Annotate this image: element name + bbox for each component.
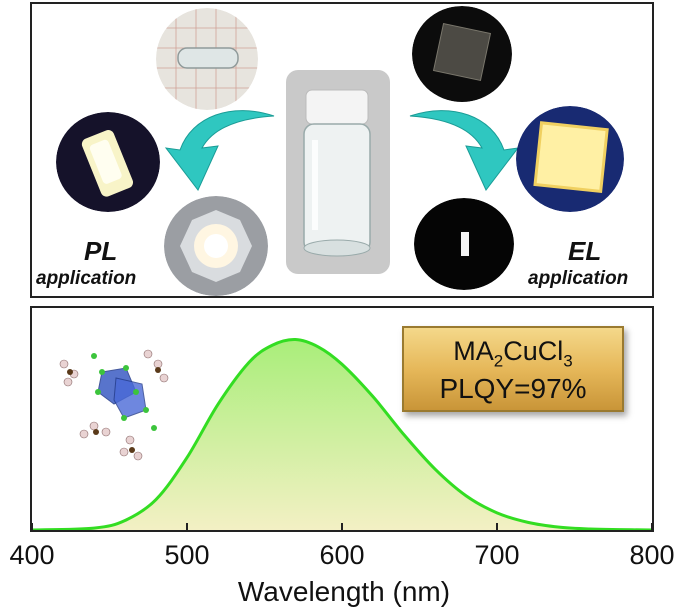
el-film-glow-photo <box>516 106 624 212</box>
pl-led-photo <box>164 196 268 296</box>
application-panel: PL application EL application <box>30 2 654 298</box>
compound-formula: MA2CuCl3 <box>453 336 573 371</box>
x-tick-label: 600 <box>319 540 365 570</box>
crystal-photo <box>156 8 258 110</box>
plqy-value: PLQY=97% <box>439 373 587 405</box>
plqy-badge: MA2CuCl3 PLQY=97% <box>402 326 624 412</box>
spectrum-line <box>32 338 652 530</box>
x-tick-label: 700 <box>474 540 520 570</box>
spectrum-area <box>32 339 652 530</box>
curved-arrow-right-icon <box>409 110 520 191</box>
pl-application-label: application <box>36 268 137 289</box>
x-tick-label: 500 <box>164 540 210 570</box>
el-label: EL <box>568 236 602 266</box>
pl-crystal-glow-photo <box>56 112 160 212</box>
x-tick-labels: 400 500 600 700 800 <box>0 540 688 570</box>
el-device-photo <box>414 198 514 290</box>
crystal-structure-illustration <box>59 349 169 461</box>
pl-label: PL <box>84 236 118 266</box>
spectrum-plot <box>32 338 652 530</box>
vial-photo <box>286 70 390 274</box>
el-application-label: application <box>528 268 629 289</box>
x-tick-label: 800 <box>629 540 675 570</box>
x-tick-label: 400 <box>9 540 55 570</box>
film-photo <box>412 6 512 102</box>
curved-arrow-left-icon <box>164 110 275 191</box>
x-tick-marks <box>32 523 652 530</box>
x-axis-label: Wavelength (nm) <box>237 576 451 607</box>
